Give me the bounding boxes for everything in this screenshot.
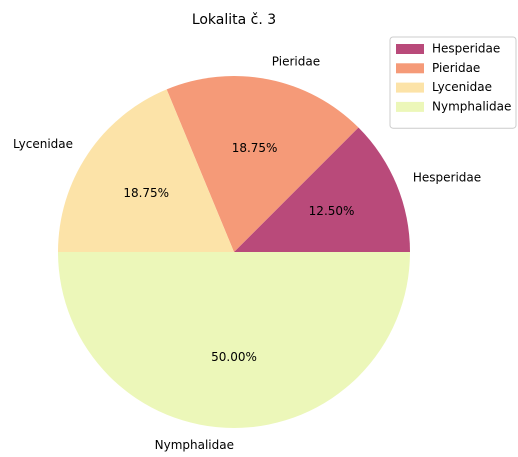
pie-slice bbox=[58, 89, 234, 252]
slice-label: Hesperidae bbox=[413, 170, 481, 184]
pie-slice bbox=[58, 252, 410, 428]
legend-label: Nymphalidae bbox=[432, 99, 511, 113]
value-label: 50.00% bbox=[211, 350, 257, 364]
legend-label: Lycenidae bbox=[432, 80, 492, 94]
value-label: 12.50% bbox=[309, 204, 355, 218]
legend-label: Hesperidae bbox=[432, 42, 500, 56]
value-label: 18.75% bbox=[123, 186, 169, 200]
legend-swatch bbox=[396, 101, 424, 112]
slice-label: Nymphalidae bbox=[155, 438, 234, 452]
pie-slice bbox=[234, 127, 410, 252]
legend-swatch bbox=[396, 82, 424, 93]
pie-slice bbox=[166, 76, 359, 252]
legend-label: Pieridae bbox=[432, 61, 480, 75]
value-label: 18.75% bbox=[232, 141, 278, 155]
legend-swatch bbox=[396, 44, 424, 54]
slice-label: Lycenidae bbox=[13, 137, 73, 151]
slice-label: Pieridae bbox=[272, 55, 320, 69]
chart-title: Lokalita č. 3 bbox=[192, 12, 276, 28]
legend-swatch bbox=[396, 63, 424, 74]
